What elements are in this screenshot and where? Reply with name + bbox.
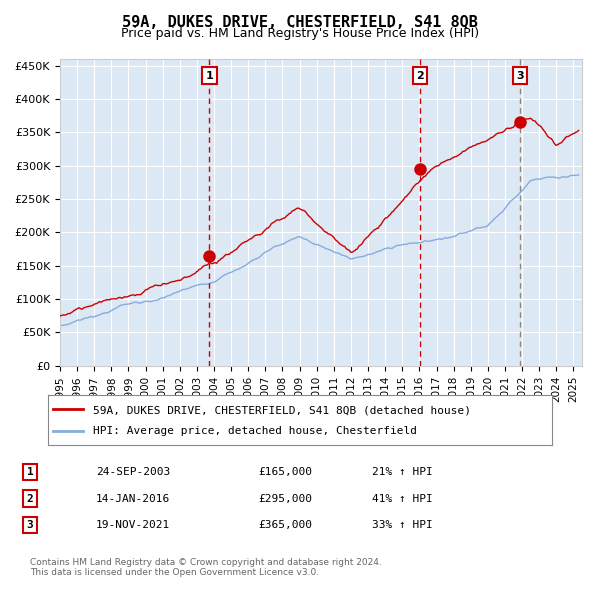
Text: 33% ↑ HPI: 33% ↑ HPI	[372, 520, 433, 530]
Text: 19-NOV-2021: 19-NOV-2021	[96, 520, 170, 530]
Text: 41% ↑ HPI: 41% ↑ HPI	[372, 494, 433, 503]
Text: 59A, DUKES DRIVE, CHESTERFIELD, S41 8QB: 59A, DUKES DRIVE, CHESTERFIELD, S41 8QB	[122, 15, 478, 30]
Text: 3: 3	[26, 520, 34, 530]
Text: 3: 3	[517, 71, 524, 81]
Text: 21% ↑ HPI: 21% ↑ HPI	[372, 467, 433, 477]
Text: 24-SEP-2003: 24-SEP-2003	[96, 467, 170, 477]
Text: Contains HM Land Registry data © Crown copyright and database right 2024.
This d: Contains HM Land Registry data © Crown c…	[30, 558, 382, 577]
Text: £165,000: £165,000	[258, 467, 312, 477]
Text: 59A, DUKES DRIVE, CHESTERFIELD, S41 8QB (detached house): 59A, DUKES DRIVE, CHESTERFIELD, S41 8QB …	[94, 405, 472, 415]
Text: 2: 2	[26, 494, 34, 503]
Text: 2: 2	[416, 71, 424, 81]
Text: 14-JAN-2016: 14-JAN-2016	[96, 494, 170, 503]
Text: Price paid vs. HM Land Registry's House Price Index (HPI): Price paid vs. HM Land Registry's House …	[121, 27, 479, 40]
Text: 1: 1	[206, 71, 213, 81]
Text: 1: 1	[26, 467, 34, 477]
Text: £295,000: £295,000	[258, 494, 312, 503]
Text: £365,000: £365,000	[258, 520, 312, 530]
Text: HPI: Average price, detached house, Chesterfield: HPI: Average price, detached house, Ches…	[94, 427, 418, 437]
